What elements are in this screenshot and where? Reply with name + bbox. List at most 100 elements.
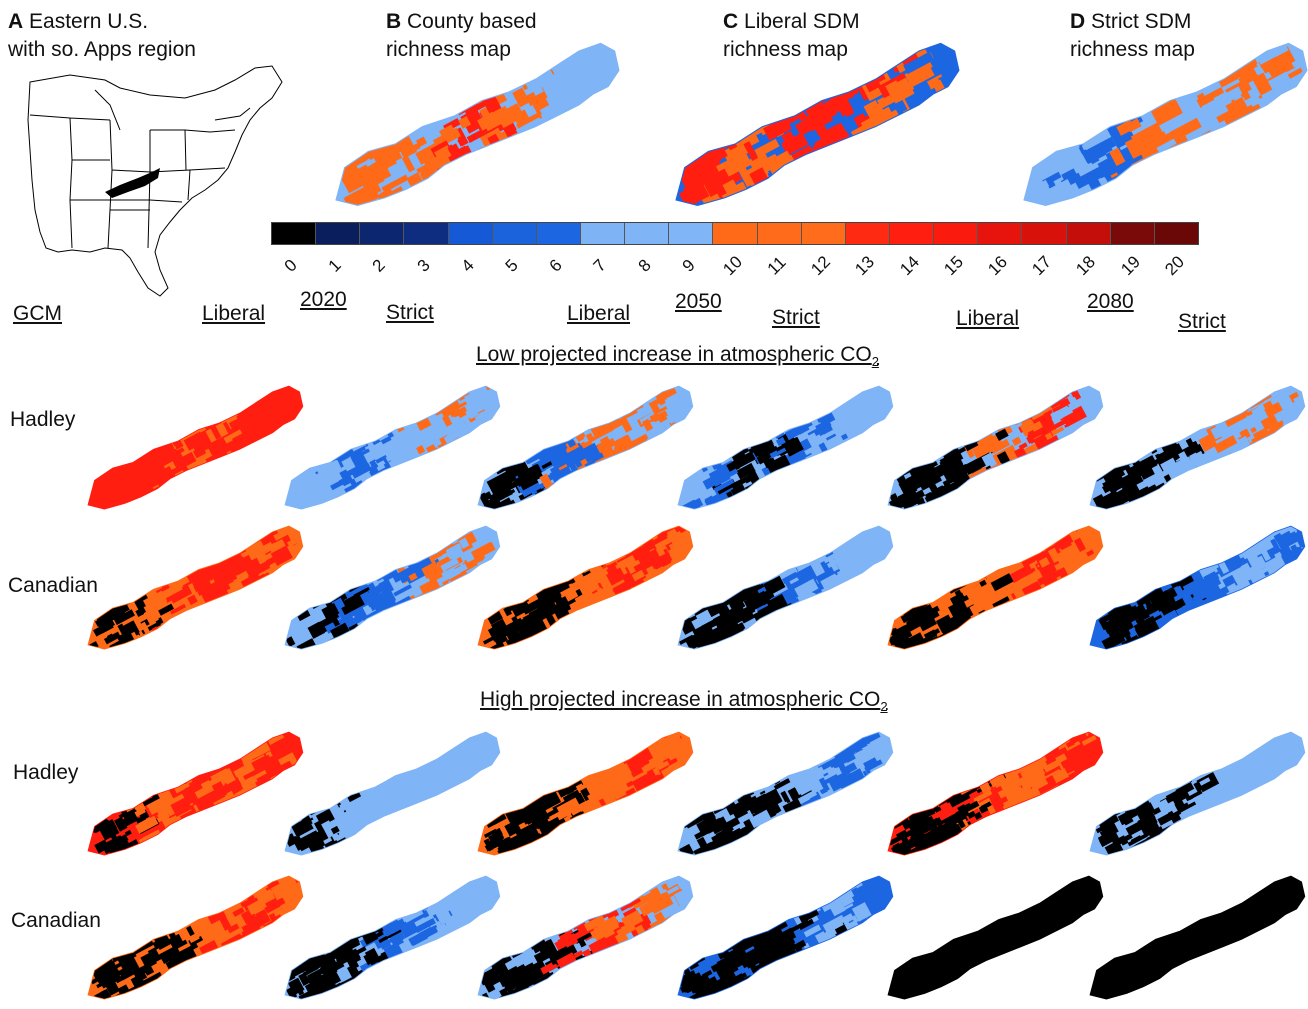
panel-a-letter: A <box>8 10 24 33</box>
state-lines <box>29 89 251 249</box>
legend-swatch-15 <box>934 223 979 244</box>
legend-tick-18: 18 <box>1072 252 1100 280</box>
scenario-map-r3-c3 <box>477 731 694 856</box>
legend-swatch-6 <box>536 223 581 244</box>
year-2050-header: 2050 <box>675 290 722 313</box>
scenario-map-r4-c4 <box>677 875 894 1000</box>
scenario-map-r2-c5 <box>887 525 1104 650</box>
legend-swatch-20 <box>1154 223 1198 244</box>
scenario-map-r2-c4 <box>677 525 894 650</box>
high-co2-section-title: High projected increase in atmospheric C… <box>480 688 888 714</box>
legend-swatch-0 <box>272 223 317 244</box>
legend-swatch-9 <box>669 223 714 244</box>
scenario-map-r4-c5 <box>887 875 1104 1000</box>
high-co2-subscript: 2 <box>880 699 888 715</box>
panel-b-text: County based richness map <box>386 10 537 61</box>
eastern-us-map <box>27 65 283 297</box>
scenario-map-r3-c2 <box>284 731 501 856</box>
high-co2-text: High projected increase in atmospheric C… <box>480 688 881 711</box>
row-label-hadley-high: Hadley <box>13 761 79 784</box>
scenario-map-r3-c5 <box>887 731 1104 856</box>
legend-swatch-14 <box>889 223 935 244</box>
legend-swatch-16 <box>978 223 1023 244</box>
legend-swatch-5 <box>492 223 537 244</box>
legend-swatch-17 <box>1022 223 1067 244</box>
legend-tick-14: 14 <box>895 252 923 280</box>
liberal-2080-header: Liberal <box>956 307 1020 330</box>
legend-swatch-4 <box>448 223 493 244</box>
legend-tick-16: 16 <box>984 252 1012 280</box>
scenario-map-r2-c2 <box>284 525 501 650</box>
gcm-header: GCM <box>13 302 62 325</box>
so-apps-region <box>105 168 160 198</box>
scenario-map-r2-c3 <box>477 525 694 650</box>
low-co2-text: Low projected increase in atmospheric CO <box>476 343 872 366</box>
scenario-map-r4-c1 <box>87 875 304 1000</box>
legend-swatch-1 <box>316 223 361 244</box>
strict-2020-header: Strict <box>386 301 434 324</box>
panel-c-letter: C <box>723 10 739 33</box>
scenario-map-r1-c5 <box>887 385 1104 510</box>
legend-swatch-18 <box>1066 223 1111 244</box>
low-co2-subscript: 2 <box>871 354 879 370</box>
map-d-strict-sdm <box>1023 42 1308 206</box>
legend-tick-19: 19 <box>1116 252 1144 280</box>
legend-tick-1: 1 <box>324 255 345 276</box>
scenario-map-r1-c1 <box>87 385 304 510</box>
legend-tick-15: 15 <box>940 252 967 280</box>
map-b-county <box>335 42 620 206</box>
legend-swatch-11 <box>757 223 802 244</box>
legend-tick-8: 8 <box>634 255 655 276</box>
legend-tick-12: 12 <box>807 252 835 280</box>
scenario-map-r3-c1 <box>87 731 304 856</box>
scenario-map-r2-c1 <box>87 525 304 650</box>
legend-swatch-8 <box>625 223 670 244</box>
legend-swatch-2 <box>360 223 405 244</box>
scenario-map-r4-c2 <box>284 875 501 1000</box>
panel-b-letter: B <box>386 10 402 33</box>
panel-a-text: Eastern U.S. with so. Apps region <box>8 10 196 61</box>
legend-swatch-7 <box>580 223 626 244</box>
legend-swatch-12 <box>801 223 846 244</box>
legend-tick-13: 13 <box>851 252 879 280</box>
map-c-liberal-sdm <box>675 42 960 206</box>
panel-b-title: B County based richness map <box>386 8 537 64</box>
legend-swatch-13 <box>845 223 890 244</box>
row-label-canadian-high: Canadian <box>11 909 101 932</box>
panel-d-letter: D <box>1070 10 1086 33</box>
scenario-map-r1-c6 <box>1089 385 1306 510</box>
panel-c-title: C Liberal SDM richness map <box>723 8 860 64</box>
liberal-2050-header: Liberal <box>567 302 631 325</box>
row-label-canadian-low: Canadian <box>8 574 98 597</box>
legend-swatch-19 <box>1110 223 1155 244</box>
legend-tick-17: 17 <box>1028 252 1056 280</box>
us-outline <box>27 65 283 297</box>
legend-tick-6: 6 <box>545 255 566 276</box>
legend-tick-20: 20 <box>1161 252 1188 280</box>
scenario-map-r1-c2 <box>284 385 501 510</box>
scenario-map-r2-c6 <box>1089 525 1306 650</box>
legend-tick-4: 4 <box>457 255 478 276</box>
scenario-map-r1-c3 <box>477 385 694 510</box>
scenario-map-r4-c3 <box>477 875 694 1000</box>
legend-swatch-3 <box>404 223 449 244</box>
panel-d-text: Strict SDM richness map <box>1070 10 1195 61</box>
year-2020-header: 2020 <box>300 288 347 311</box>
legend-tick-10: 10 <box>719 252 746 280</box>
strict-2080-header: Strict <box>1178 310 1226 333</box>
legend-tick-9: 9 <box>678 255 699 276</box>
scenario-map-r4-c6 <box>1089 875 1306 1000</box>
liberal-2020-header: Liberal <box>202 302 266 325</box>
row-label-hadley-low: Hadley <box>10 408 76 431</box>
panel-d-title: D Strict SDM richness map <box>1070 8 1195 64</box>
scenario-map-r1-c4 <box>677 385 894 510</box>
low-co2-section-title: Low projected increase in atmospheric CO… <box>476 343 879 369</box>
legend-tick-3: 3 <box>413 255 434 276</box>
strict-2050-header: Strict <box>772 306 820 329</box>
panel-c-text: Liberal SDM richness map <box>723 10 860 61</box>
legend-tick-7: 7 <box>589 255 611 276</box>
scenario-map-r3-c6 <box>1089 731 1306 856</box>
legend-tick-11: 11 <box>763 252 790 279</box>
legend-tick-5: 5 <box>501 255 522 276</box>
richness-legend <box>271 222 1199 245</box>
